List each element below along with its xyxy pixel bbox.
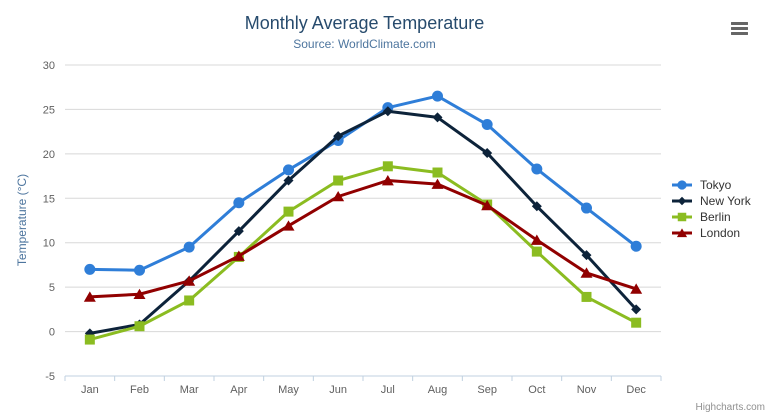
data-point[interactable] xyxy=(481,119,493,131)
data-point[interactable] xyxy=(431,178,444,189)
data-point[interactable] xyxy=(184,295,195,306)
data-point[interactable] xyxy=(677,180,687,190)
x-tick-label: Oct xyxy=(528,384,545,396)
data-point[interactable] xyxy=(183,241,195,253)
data-point[interactable] xyxy=(233,226,244,237)
axis-labels: -5 0 5 10 15 20 25 30 Jan Feb Mar Apr May Jun Jul Aug Se… xyxy=(43,60,647,396)
legend-item-tokyo[interactable]: Tokyo xyxy=(671,177,751,193)
data-point[interactable] xyxy=(481,199,494,211)
chart-subtitle: Source: WorldClimate.com xyxy=(293,37,436,51)
hamburger-bar xyxy=(731,27,748,30)
data-point[interactable] xyxy=(84,263,96,275)
data-point[interactable] xyxy=(83,291,96,302)
legend-marker-diamond-icon xyxy=(672,196,692,206)
legend-item-new-york[interactable]: New York xyxy=(671,193,751,209)
data-point[interactable] xyxy=(631,304,642,315)
chart-title: Monthly Average Temperature xyxy=(244,13,485,33)
data-point[interactable] xyxy=(581,250,592,261)
x-tick-label: Feb xyxy=(130,384,149,396)
x-tick-label: Aug xyxy=(428,384,448,396)
x-tick-label: Dec xyxy=(626,384,646,396)
data-point[interactable] xyxy=(382,161,393,172)
x-tick-label: Sep xyxy=(477,384,497,396)
data-point[interactable] xyxy=(531,163,543,175)
y-axis-title: Temperature (°C) xyxy=(15,174,29,266)
data-point[interactable] xyxy=(676,228,688,238)
x-tick-label: Jun xyxy=(329,384,347,396)
legend-label: Tokyo xyxy=(700,178,732,192)
data-point[interactable] xyxy=(432,112,443,123)
data-point[interactable] xyxy=(581,202,592,214)
credits-link[interactable]: Highcharts.com xyxy=(695,402,765,413)
x-tick-label: Nov xyxy=(577,384,597,396)
series-line-berlin[interactable] xyxy=(88,164,638,342)
series-line-london[interactable] xyxy=(88,179,638,299)
y-tick-label: 20 xyxy=(43,149,55,161)
series-layer xyxy=(83,90,643,345)
hamburger-icon[interactable] xyxy=(731,22,748,37)
data-point[interactable] xyxy=(381,175,394,186)
data-point[interactable] xyxy=(283,175,294,186)
data-point[interactable] xyxy=(581,291,592,302)
y-tick-label: 5 xyxy=(49,282,55,294)
hamburger-bar xyxy=(731,22,748,25)
data-point[interactable] xyxy=(134,321,145,332)
series-london[interactable] xyxy=(83,175,643,302)
data-point[interactable] xyxy=(677,212,687,222)
data-point[interactable] xyxy=(233,197,245,209)
data-point[interactable] xyxy=(232,250,245,261)
data-point[interactable] xyxy=(530,234,543,245)
legend-marker-square-icon xyxy=(672,212,692,222)
legend-item-berlin[interactable]: Berlin xyxy=(671,209,751,225)
x-tick-label: Jan xyxy=(81,384,99,396)
series-new-york[interactable] xyxy=(84,106,642,339)
legend-label: Berlin xyxy=(700,210,731,224)
legend: Tokyo New York Berlin London xyxy=(671,177,751,241)
data-point[interactable] xyxy=(580,267,593,278)
data-point[interactable] xyxy=(482,147,493,158)
y-tick-label: 15 xyxy=(43,193,55,205)
y-tick-label: 30 xyxy=(43,60,55,72)
data-point[interactable] xyxy=(333,131,344,142)
data-point[interactable] xyxy=(382,106,393,117)
data-point[interactable] xyxy=(283,206,294,217)
data-point[interactable] xyxy=(432,90,443,102)
y-tick-label: -5 xyxy=(45,371,55,383)
x-tick-label: May xyxy=(278,384,299,396)
data-point[interactable] xyxy=(134,264,145,276)
data-point[interactable] xyxy=(283,164,294,176)
data-point[interactable] xyxy=(531,246,542,257)
data-point[interactable] xyxy=(630,283,643,294)
data-point[interactable] xyxy=(84,334,95,345)
y-tick-label: 25 xyxy=(43,104,55,116)
data-point[interactable] xyxy=(332,191,345,202)
x-tick-label: Jul xyxy=(381,384,395,396)
data-point[interactable] xyxy=(333,175,344,186)
data-point[interactable] xyxy=(133,288,146,300)
legend-marker-triangle-icon xyxy=(672,228,692,238)
x-tick-label: Mar xyxy=(180,384,199,396)
axes xyxy=(64,375,662,381)
data-point[interactable] xyxy=(432,167,443,178)
data-point[interactable] xyxy=(531,201,542,212)
data-point[interactable] xyxy=(282,220,295,231)
y-tick-label: 0 xyxy=(49,327,55,339)
series-line-new-york[interactable] xyxy=(88,109,638,335)
legend-label: New York xyxy=(700,194,751,208)
legend-marker-circle-icon xyxy=(672,180,692,190)
series-tokyo[interactable] xyxy=(84,90,642,276)
hamburger-bar xyxy=(731,32,748,35)
legend-item-london[interactable]: London xyxy=(671,225,751,241)
y-tick-label: 10 xyxy=(43,238,55,250)
data-point[interactable] xyxy=(631,317,642,328)
x-tick-label: Apr xyxy=(230,384,247,396)
data-point[interactable] xyxy=(630,240,642,252)
data-point[interactable] xyxy=(677,196,687,206)
data-point[interactable] xyxy=(183,275,196,286)
legend-label: London xyxy=(700,226,741,240)
